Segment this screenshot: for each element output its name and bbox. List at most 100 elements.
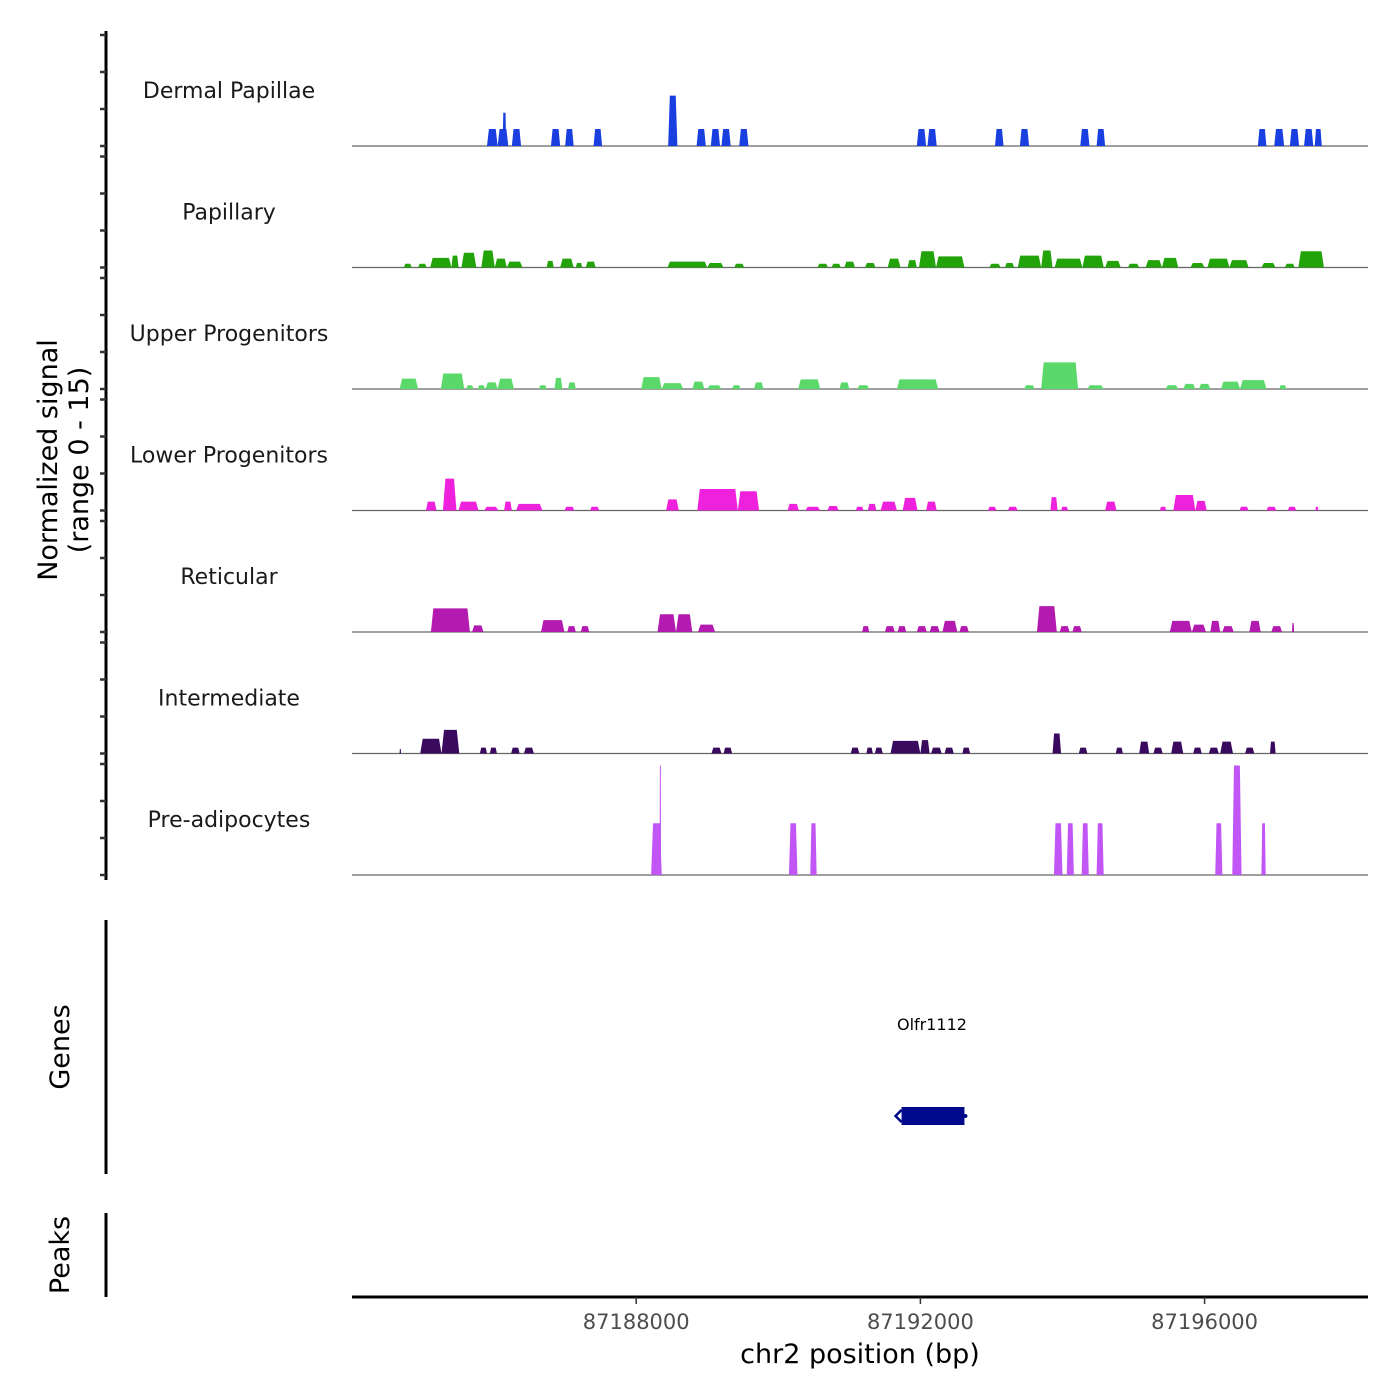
signal-peak: [1007, 506, 1018, 511]
track-label: Papillary: [182, 201, 276, 226]
signal-peak: [418, 263, 427, 268]
signal-peak: [1052, 733, 1062, 754]
signal-peak: [931, 747, 942, 754]
signal-peak: [1145, 260, 1162, 268]
signal-peak: [651, 823, 662, 875]
signal-y-ticks: [100, 33, 106, 877]
signal-peak: [850, 747, 860, 754]
signal-peak: [896, 379, 939, 389]
signal-peak: [902, 497, 918, 511]
signal-peak: [916, 128, 927, 146]
signal-peak: [874, 747, 883, 754]
signal-peak: [497, 378, 514, 389]
signal-peak: [1173, 494, 1196, 511]
signal-peak: [1314, 128, 1322, 146]
signal-peak: [1080, 128, 1090, 146]
signal-peak: [1220, 381, 1241, 389]
signal-peak: [1291, 623, 1295, 632]
signal-peak: [1193, 747, 1202, 754]
signal-peak: [430, 257, 452, 268]
signal-peak: [1208, 747, 1219, 754]
signal-peak: [711, 747, 722, 754]
signal-peak: [641, 377, 662, 389]
signal-peak: [1298, 251, 1324, 268]
track-label: Upper Progenitors: [130, 322, 329, 347]
signal-peak: [1304, 128, 1314, 146]
signal-peak: [739, 128, 749, 146]
signal-peak: [855, 506, 864, 511]
signal-peak: [864, 263, 876, 268]
signal-peak: [827, 506, 839, 511]
signal-peak: [1229, 260, 1249, 268]
signal-peak: [580, 626, 590, 632]
strand-arrow-icon: [893, 1109, 903, 1123]
signal-peak: [1036, 606, 1057, 632]
signal-peak: [403, 263, 412, 268]
signal-peak: [1191, 624, 1207, 632]
signal-peak: [1274, 128, 1285, 146]
signal-peak: [485, 382, 498, 389]
signal-peak: [511, 128, 522, 146]
signal-peak: [1315, 506, 1319, 511]
signal-peak: [504, 501, 512, 511]
signal-peak: [523, 747, 534, 754]
track-lower-progenitors: Lower Progenitors: [130, 444, 1368, 512]
signal-peak: [1072, 626, 1082, 632]
track-papillary: Papillary: [182, 201, 1368, 269]
signal-peak: [959, 626, 969, 632]
signal-peak: [944, 747, 954, 754]
signal-peak: [926, 501, 937, 511]
signal-peak: [441, 729, 460, 754]
signal-peak: [884, 626, 895, 632]
signal-peak: [862, 626, 870, 632]
track-label: Lower Progenitors: [130, 444, 328, 469]
signal-peak: [494, 258, 507, 268]
signal-peak: [936, 256, 965, 268]
signal-peak: [486, 128, 498, 146]
signal-peak: [1115, 747, 1123, 754]
signal-peak: [810, 823, 817, 875]
signal-peak: [657, 614, 676, 632]
signal-peak: [721, 128, 731, 146]
x-tick-label: 87188000: [583, 1310, 690, 1334]
signal-peak: [1169, 620, 1192, 632]
signal-peak: [866, 747, 873, 754]
signal-peak: [723, 747, 733, 754]
signal-peak: [787, 503, 799, 511]
signal-peak: [798, 379, 821, 389]
signal-peak: [481, 250, 495, 268]
signal-peak: [1171, 741, 1184, 754]
signal-peak: [661, 383, 684, 389]
signal-peak: [502, 112, 507, 146]
signal-peak: [511, 747, 520, 754]
peaks-panel-label: Peaks: [45, 1216, 76, 1294]
gene-olfr1112: Olfr1112: [893, 1015, 968, 1125]
signal-peak: [538, 385, 547, 389]
y-axis-title-line2: (range 0 - 15): [64, 367, 95, 554]
signal-peak: [805, 506, 821, 511]
signal-peak: [1066, 823, 1074, 875]
signal-peak: [1096, 128, 1106, 146]
signal-peak: [593, 128, 603, 146]
signal-peak: [666, 499, 679, 511]
signal-peak: [479, 747, 487, 754]
signal-peak: [698, 624, 716, 632]
signal-peak: [554, 377, 563, 389]
x-tick-label: 87196000: [1151, 1310, 1258, 1334]
signal-peak: [484, 506, 499, 511]
track-dermal-papillae: Dermal Papillae: [143, 79, 1368, 147]
signal-peak: [831, 263, 841, 268]
signal-peak: [1257, 128, 1267, 146]
signal-peak: [1207, 258, 1230, 268]
x-axis-title: chr2 position (bp): [740, 1339, 980, 1370]
track-pre-adipocytes: Pre-adipocytes: [148, 765, 1368, 876]
signal-peak: [929, 626, 940, 632]
signal-peak: [707, 385, 722, 389]
signal-peak: [844, 261, 856, 268]
signal-peak: [567, 382, 576, 389]
signal-peak: [458, 501, 479, 511]
signal-peak: [1266, 506, 1277, 511]
signal-peak: [1161, 257, 1179, 268]
signal-peak: [737, 491, 760, 511]
